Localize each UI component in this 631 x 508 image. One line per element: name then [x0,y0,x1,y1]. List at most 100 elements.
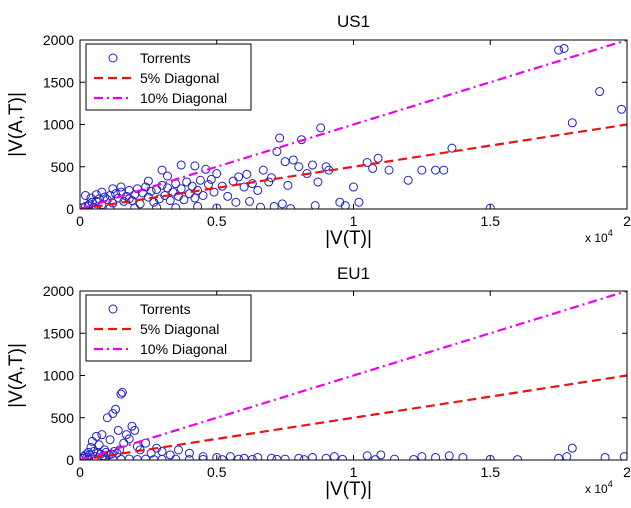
data-point [269,201,279,209]
data-point [417,452,427,460]
data-point [190,161,200,171]
x-tick-label: 0.5 [207,464,227,480]
data-point [321,453,331,460]
x-tick-label: 1 [350,213,358,229]
data-point [209,187,219,197]
legend-marker-torrents [108,304,118,314]
data-point [234,172,244,182]
data-point [307,452,317,460]
data-point [116,182,126,192]
legend-entry-label: Torrents [140,50,191,66]
data-point [283,180,293,190]
data-point [195,175,205,185]
data-point [275,133,285,143]
data-point [245,196,255,206]
data-point [439,165,449,175]
data-point [212,203,222,209]
data-point [143,176,153,186]
data-point [277,199,287,209]
data-point [198,454,208,460]
data-point [280,157,290,167]
data-point [349,182,358,192]
data-point [206,174,216,184]
data-point [242,169,252,179]
data-point [595,87,605,97]
data-point [567,118,577,128]
x-tick-label: 1 [350,464,358,480]
data-point [554,453,564,460]
data-point [253,452,263,460]
x-axis-multiplier-exponent: 4 [608,228,613,238]
data-point [294,453,304,460]
data-point [619,452,627,460]
data-point [362,158,372,168]
data-point [384,165,394,175]
y-axis-label: |V(A,T)| [6,343,27,408]
data-point [108,184,118,194]
data-point [111,404,121,414]
y-tick-label: 0 [66,452,74,468]
axes-frame [79,290,628,461]
data-point [231,197,241,207]
x-tick-label: 2 [623,213,631,229]
data-point [225,452,235,460]
data-point [212,452,222,460]
series-line-5-diagonal [80,374,627,460]
data-point [417,165,427,175]
data-point [338,454,348,460]
data-point [562,452,572,460]
data-point [258,165,268,175]
data-point [340,201,350,209]
legend-marker-torrents [108,53,118,63]
plot-data [80,291,627,460]
data-point [247,454,257,460]
data-point [193,201,203,209]
y-tick-label: 500 [51,410,75,426]
data-point [157,165,167,175]
data-point [190,193,200,203]
data-point [294,162,304,172]
data-point [198,452,208,460]
data-point [485,454,495,460]
data-point [559,43,569,53]
axes-frame [79,39,628,210]
chart-title: US1 [337,12,370,31]
x-axis-label: |V(T)| [325,479,372,500]
data-point [617,104,627,114]
data-point [212,169,222,179]
data-point [431,452,441,460]
data-point [124,434,134,444]
x-tick-label: 0 [76,213,84,229]
series-line-10-diagonal [80,40,627,209]
y-tick-label: 2000 [43,32,74,48]
x-tick-label: 1.5 [481,213,501,229]
data-point [403,175,413,185]
data-point [234,454,244,460]
data-point [485,203,495,209]
y-tick-label: 0 [66,201,74,217]
data-point [152,202,162,209]
x-tick-label: 1.5 [481,464,501,480]
x-axis-multiplier-exponent: 4 [608,479,613,489]
data-point [272,454,282,460]
x-tick-label: 0.5 [207,213,227,229]
y-tick-label: 2000 [43,283,74,299]
data-point [458,452,468,460]
legend-entry-label: 5% Diagonal [140,70,219,86]
data-point [171,454,181,460]
data-point [600,452,610,460]
data-point [176,160,186,170]
data-point [316,123,326,133]
legend-entry-label: 10% Diagonal [140,341,227,357]
data-point [376,450,386,460]
data-point [223,191,233,201]
x-tick-label: 0 [76,464,84,480]
data-point [184,454,194,460]
series-line-5-diagonal [80,123,627,209]
data-point [447,143,457,153]
data-point [94,440,104,450]
series-line-10-diagonal [80,291,627,460]
chart-panel-eu1: EU1 0 500 1000 1500 2000 0 0.5 1 1.5 2 x 104 |V(T)| |… [6,264,631,500]
y-tick-label: 1500 [43,325,74,341]
